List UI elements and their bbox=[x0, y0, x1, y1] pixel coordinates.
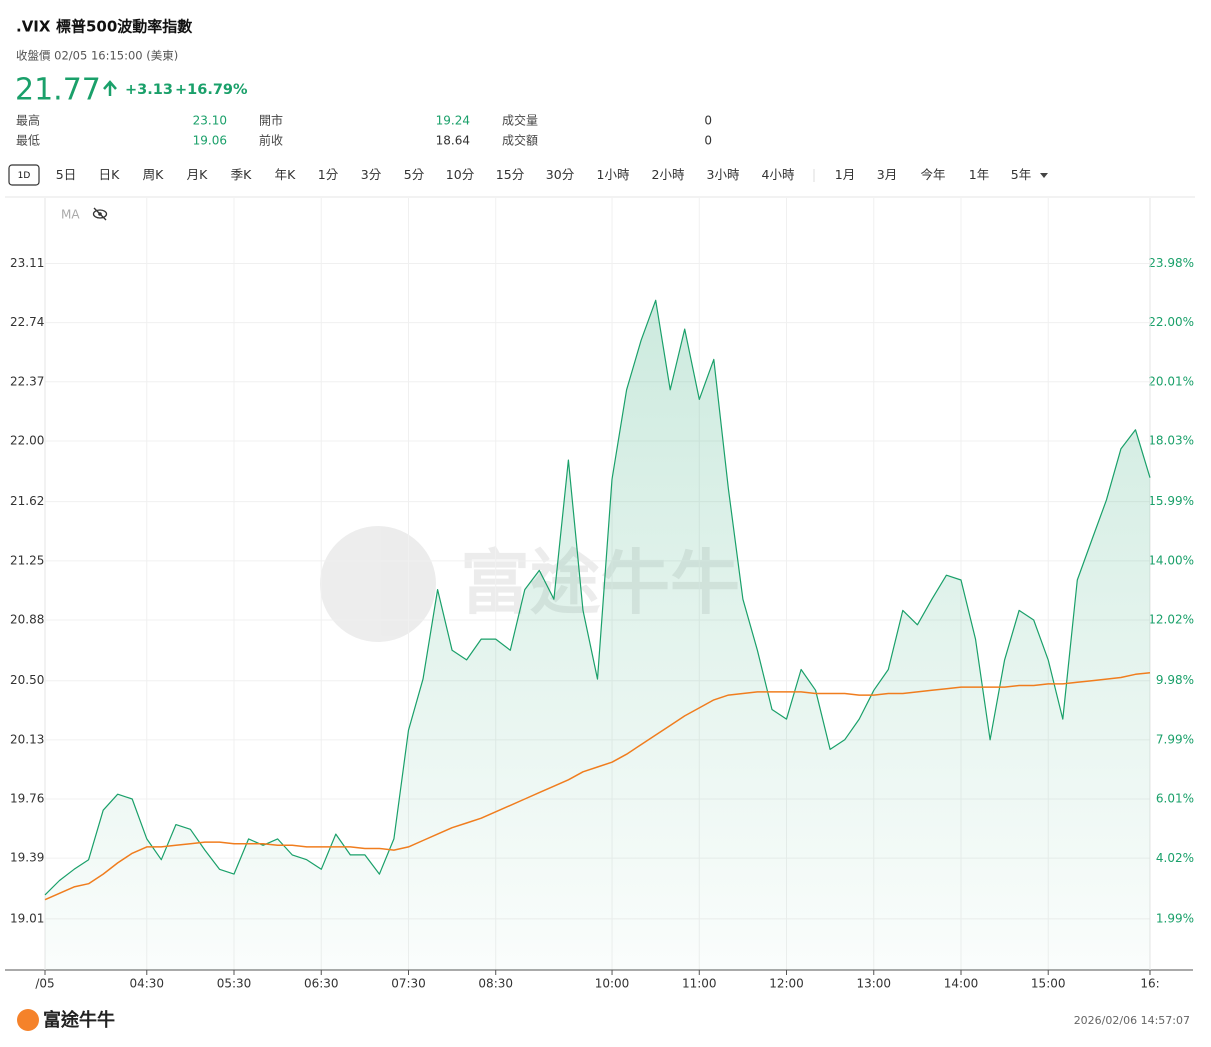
y2-tick-label: 23.98% bbox=[1148, 256, 1194, 270]
stat-value: 23.10 bbox=[193, 114, 227, 128]
tab[interactable]: 周K bbox=[143, 167, 165, 182]
tab[interactable]: 1D bbox=[18, 171, 31, 181]
stat-value: 0 bbox=[704, 114, 712, 128]
y2-tick-label: 9.98% bbox=[1156, 673, 1194, 687]
stat-label: 開市 bbox=[259, 113, 283, 128]
tab[interactable]: 日K bbox=[99, 167, 121, 182]
y2-tick-label: 18.03% bbox=[1148, 433, 1194, 447]
instrument-name: 標普500波動率指數 bbox=[56, 18, 193, 36]
tab[interactable]: 5分 bbox=[404, 167, 425, 182]
y-tick-label: 23.11 bbox=[10, 256, 44, 270]
tab[interactable]: 1分 bbox=[318, 167, 339, 182]
x-tick-label: 10:00 bbox=[595, 977, 630, 991]
y-tick-label: 22.74 bbox=[10, 315, 44, 329]
timestamp: 2026/02/06 14:57:07 bbox=[1074, 1014, 1190, 1027]
last-price: 21.77 bbox=[15, 73, 101, 108]
tab[interactable]: 1月 bbox=[835, 167, 855, 182]
logo-icon bbox=[17, 1009, 39, 1031]
y-tick-label: 19.01 bbox=[10, 911, 44, 925]
footer-logo: 富途牛牛 bbox=[43, 1009, 115, 1031]
y-tick-label: 22.37 bbox=[10, 374, 44, 388]
symbol: .VIX bbox=[16, 18, 51, 36]
y2-tick-label: 20.01% bbox=[1148, 374, 1194, 388]
x-tick-label: /05 bbox=[35, 977, 54, 991]
stat-label: 成交量 bbox=[502, 113, 538, 128]
dropdown-arrow[interactable] bbox=[1040, 173, 1048, 178]
y2-tick-label: 12.02% bbox=[1148, 612, 1194, 626]
stat-value: 19.24 bbox=[436, 114, 470, 128]
tab[interactable]: 30分 bbox=[546, 167, 575, 182]
stat-label: 最低 bbox=[16, 133, 40, 148]
y-tick-label: 22.00 bbox=[10, 433, 44, 447]
stat-label: 最高 bbox=[16, 113, 40, 128]
tab-selected-box bbox=[8, 164, 40, 186]
tab[interactable]: 15分 bbox=[496, 167, 525, 182]
y-tick-label: 20.13 bbox=[10, 732, 44, 746]
tab[interactable]: 1年 bbox=[969, 167, 989, 182]
tab[interactable]: 4小時 bbox=[762, 167, 795, 182]
price-change: +3.13 bbox=[125, 82, 173, 98]
stat-label: 成交額 bbox=[502, 133, 538, 148]
tab[interactable]: 5年 bbox=[1011, 167, 1031, 182]
stat-value: 19.06 bbox=[193, 134, 227, 148]
eye-icon[interactable] bbox=[92, 207, 108, 221]
y-tick-label: 19.76 bbox=[10, 791, 44, 805]
x-tick-label: 15:00 bbox=[1031, 977, 1066, 991]
x-tick-label: 06:30 bbox=[304, 977, 339, 991]
tab[interactable]: 2小時 bbox=[652, 167, 685, 182]
tab[interactable]: 月K bbox=[187, 167, 209, 182]
y-tick-label: 19.39 bbox=[10, 851, 44, 865]
x-tick-label: 07:30 bbox=[391, 977, 426, 991]
tab[interactable]: 季K bbox=[231, 167, 253, 182]
y2-tick-label: 7.99% bbox=[1156, 732, 1194, 746]
tab[interactable]: 3小時 bbox=[707, 167, 740, 182]
y-tick-label: 21.62 bbox=[10, 494, 44, 508]
y-tick-label: 21.25 bbox=[10, 553, 44, 567]
up-arrow bbox=[103, 80, 117, 96]
ma-label: MA bbox=[61, 208, 80, 222]
watermark-icon bbox=[320, 526, 436, 642]
tab[interactable]: 年K bbox=[275, 167, 297, 182]
y2-tick-label: 6.01% bbox=[1156, 791, 1194, 805]
stat-value: 0 bbox=[704, 134, 712, 148]
price-change-pct: +16.79% bbox=[175, 82, 248, 98]
stats: 最高 23.10 開市 19.24 成交量 0 最低 19.06 前收 18.64 成交額 0 bbox=[16, 113, 712, 148]
x-tick-label: 16: bbox=[1140, 977, 1159, 991]
ma-line bbox=[44, 671, 1151, 901]
y2-tick-label: 4.02% bbox=[1156, 851, 1194, 865]
stat-label: 前收 bbox=[259, 133, 283, 148]
x-tick-label: 05:30 bbox=[217, 977, 252, 991]
tab[interactable]: 3月 bbox=[877, 167, 897, 182]
tab[interactable]: 5日 bbox=[56, 167, 76, 182]
y2-tick-label: 14.00% bbox=[1148, 553, 1194, 567]
y-tick-label: 20.88 bbox=[10, 612, 44, 626]
status: 收盤價 02/05 16:15:00 (美東) bbox=[16, 49, 178, 63]
y-tick-label: 20.50 bbox=[10, 673, 44, 687]
x-tick-label: 13:00 bbox=[856, 977, 891, 991]
y2-tick-label: 1.99% bbox=[1156, 911, 1194, 925]
area-fill bbox=[45, 300, 1150, 970]
plot: 23.11 22.74 22.37 22.00 21.62 21.25 20.88 20.50… bbox=[5, 198, 1194, 991]
period-tabs: 1D 5日 日K 周K 月K 季K 年K 1分 3分 5分 10分 15分 30分 1小時 2小時 3小時 4小… bbox=[8, 164, 1048, 186]
tab[interactable]: 10分 bbox=[446, 167, 475, 182]
price-line bbox=[44, 299, 1151, 896]
x-tick-label: 12:00 bbox=[769, 977, 804, 991]
x-tick-label: 11:00 bbox=[682, 977, 717, 991]
stat-value: 18.64 bbox=[436, 134, 470, 148]
tab[interactable]: 3分 bbox=[361, 167, 382, 182]
x-tick-label: 08:30 bbox=[478, 977, 513, 991]
x-tick-label: 14:00 bbox=[944, 977, 979, 991]
x-tick-label: 04:30 bbox=[129, 977, 164, 991]
y2-tick-label: 22.00% bbox=[1148, 315, 1194, 329]
tab[interactable]: 1小時 bbox=[597, 167, 630, 182]
y2-tick-label: 15.99% bbox=[1148, 494, 1194, 508]
tab[interactable]: 今年 bbox=[920, 167, 945, 182]
